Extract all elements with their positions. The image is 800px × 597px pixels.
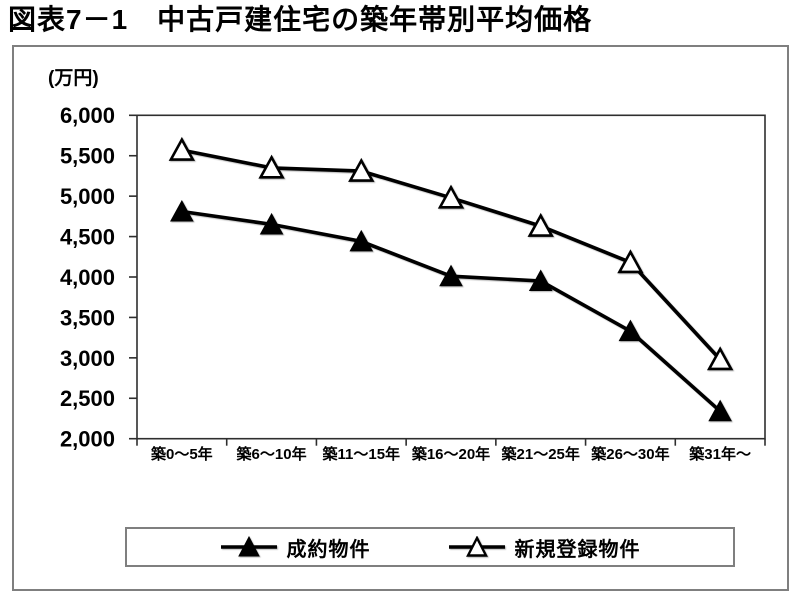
triangle-filled-marker [349,229,374,252]
triangle-filled-marker [170,199,194,222]
y-tick-label: 2,500 [60,386,115,411]
series-contracted [170,199,732,422]
figure-title: 図表7－1 中古戸建住宅の築年帯別平均価格 [8,4,593,35]
x-tick-label: 築6～10年 [236,445,307,463]
y-tick-label: 5,000 [60,184,115,209]
y-tick-label: 5,500 [60,144,115,169]
price-line-chart: 6,000 5,500 5,000 4,500 4,000 3,500 3,000 2,500… [60,103,766,463]
x-tick-label: 築0～5年 [150,445,213,463]
open-triangle-line-icon [448,536,505,557]
triangle-open-marker [437,184,465,209]
triangle-filled-marker [259,212,284,235]
triangle-filled-marker [528,269,553,292]
series-line [181,209,722,413]
series-line [181,148,722,361]
legend-label-contracted: 成約物件 [286,538,371,561]
y-axis-unit-label: (万円) [48,68,99,89]
legend-item-newly-registered: 新規登録物件 [448,533,641,562]
triangle-open-marker [348,157,375,182]
y-tick-label: 4,000 [60,265,115,290]
legend-item-contracted: 成約物件 [220,533,371,562]
y-tick-label: 4,500 [60,224,115,249]
y-tick-label: 3,000 [60,346,115,371]
x-tick-label: 築11～15年 [322,445,401,463]
triangle-open-marker [258,154,285,179]
chart-legend: 成約物件 新規登録物件 [125,527,735,567]
y-tick-label: 3,500 [60,305,115,330]
triangle-open-marker [527,212,554,237]
x-tick-label: 築16～20年 [411,445,490,463]
y-tick-label: 2,000 [60,427,115,452]
triangle-open-marker [168,136,196,161]
filled-triangle-line-icon [220,536,277,557]
triangle-filled-marker [439,264,463,287]
x-tick-label: 築26～30年 [590,445,669,463]
triangle-filled-marker [708,399,732,422]
x-tick-label: 築21～25年 [501,445,580,463]
triangle-open-marker [706,346,734,371]
triangle-open-marker [617,249,644,274]
series-newly-registered [168,136,734,371]
chart-frame: (万円) 6,000 5,500 5,000 4,500 4,000 3,500 3,000… [12,45,789,591]
x-tick-label: 築31年～ [688,445,751,463]
triangle-filled-marker [618,319,643,342]
y-tick-label: 6,000 [60,103,115,128]
legend-label-newly-registered: 新規登録物件 [514,538,641,561]
